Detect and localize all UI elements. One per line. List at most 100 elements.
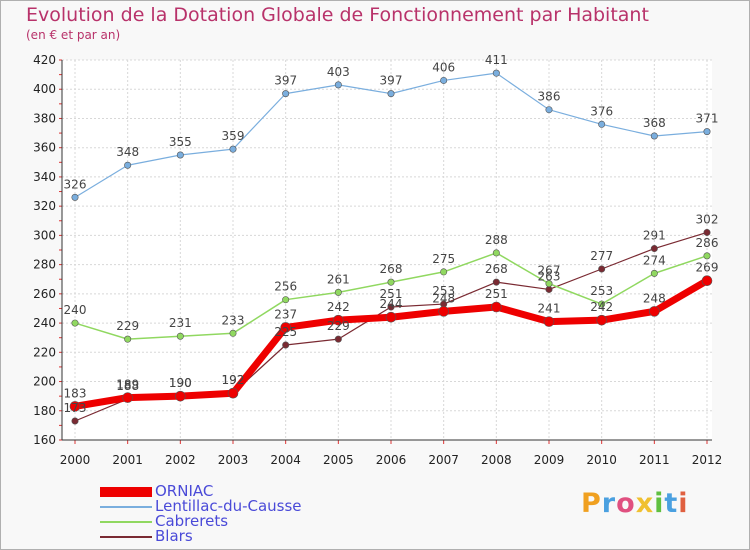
x-tick-label: 2006	[376, 453, 407, 467]
point-lentillac-du-causse	[440, 76, 448, 84]
y-tick-label: 260	[33, 287, 56, 301]
data-label-cabrerets: 274	[643, 253, 666, 267]
data-label-blars: 302	[696, 212, 719, 226]
data-label-cabrerets: 240	[64, 303, 87, 317]
point-blars	[387, 303, 395, 311]
y-tick-label: 200	[33, 375, 56, 389]
point-lentillac-du-causse	[71, 193, 79, 201]
x-tick-label: 2008	[481, 453, 512, 467]
point-lentillac-du-causse	[229, 145, 237, 153]
logo-letter: t	[664, 488, 679, 519]
logo-letter: P	[581, 488, 602, 519]
y-tick-label: 380	[33, 111, 56, 125]
y-tick-label: 400	[33, 82, 56, 96]
logo-letter: o	[616, 488, 636, 519]
point-orniac	[227, 387, 239, 399]
y-tick-label: 240	[33, 316, 56, 330]
data-label-blars: 263	[538, 269, 561, 283]
point-cabrerets	[176, 332, 184, 340]
point-cabrerets	[492, 249, 500, 257]
data-label-lentillac-du-causse: 326	[64, 177, 87, 191]
legend-label-orniac: ORNIAC	[155, 482, 214, 500]
y-tick-label: 320	[33, 199, 56, 213]
y-tick-label: 160	[33, 433, 56, 447]
data-label-orniac: 248	[643, 291, 666, 305]
data-label-blars: 173	[64, 401, 87, 415]
point-orniac	[701, 275, 713, 286]
y-tick-label: 420	[33, 53, 56, 67]
point-lentillac-du-causse	[282, 90, 290, 98]
data-label-cabrerets: 256	[274, 280, 297, 294]
point-orniac	[649, 306, 660, 317]
point-cabrerets	[598, 300, 606, 308]
point-cabrerets	[229, 329, 237, 337]
legend-label-lentillac: Lentillac-du-Causse	[155, 497, 302, 515]
legend-label-blars: Blars	[155, 527, 193, 545]
data-label-orniac: 251	[485, 287, 508, 301]
logo-letter: i	[678, 488, 689, 519]
point-cabrerets	[440, 268, 448, 276]
data-label-lentillac-du-causse: 411	[485, 53, 508, 67]
data-label-orniac: 242	[327, 300, 350, 314]
data-label-lentillac-du-causse: 376	[590, 104, 613, 118]
data-label-cabrerets: 275	[432, 252, 455, 266]
data-label-lentillac-du-causse: 406	[432, 60, 455, 74]
legend-swatch-cabrerets	[100, 521, 152, 523]
y-tick-label: 180	[33, 404, 56, 418]
point-blars	[598, 265, 606, 273]
data-label-cabrerets: 286	[696, 236, 719, 250]
x-tick-label: 2011	[639, 453, 670, 467]
data-label-lentillac-du-causse: 371	[696, 112, 719, 126]
data-label-lentillac-du-causse: 386	[538, 90, 561, 104]
point-lentillac-du-causse	[545, 106, 553, 114]
point-blars	[492, 278, 500, 286]
data-label-orniac: 192	[222, 373, 245, 387]
point-orniac	[596, 314, 607, 326]
data-label-cabrerets: 288	[485, 233, 508, 247]
legend-label-cabrerets: Cabrerets	[155, 512, 229, 530]
data-label-cabrerets: 231	[169, 316, 192, 330]
point-blars	[703, 228, 711, 236]
point-orniac	[175, 390, 186, 402]
data-label-blars: 225	[274, 325, 297, 339]
data-label-lentillac-du-causse: 397	[274, 74, 297, 88]
point-orniac	[385, 311, 397, 323]
y-tick-label: 280	[33, 258, 56, 272]
data-label-lentillac-du-causse: 403	[327, 65, 350, 79]
plot-area	[62, 60, 712, 440]
chart-subtitle: (en € et par an)	[26, 28, 121, 42]
point-orniac	[122, 392, 133, 403]
point-cabrerets	[703, 252, 711, 260]
point-blars	[334, 335, 342, 343]
point-lentillac-du-causse	[387, 90, 395, 98]
point-orniac	[333, 314, 344, 326]
point-cabrerets	[282, 296, 290, 304]
point-orniac	[280, 322, 291, 333]
data-label-blars: 253	[432, 284, 455, 298]
data-label-orniac: 183	[64, 386, 87, 400]
x-tick-label: 2004	[270, 453, 301, 467]
x-tick-label: 2000	[60, 453, 91, 467]
data-label-blars: 268	[485, 262, 508, 276]
data-label-lentillac-du-causse: 397	[380, 74, 403, 88]
data-label-lentillac-du-causse: 348	[116, 145, 139, 159]
data-label-lentillac-du-causse: 355	[169, 135, 192, 149]
data-label-cabrerets: 267	[538, 264, 561, 278]
data-label-lentillac-du-causse: 359	[222, 129, 245, 143]
y-tick-label: 220	[33, 345, 56, 359]
point-cabrerets	[387, 278, 395, 286]
data-label-orniac: 241	[538, 302, 561, 316]
data-label-orniac: 242	[590, 300, 613, 314]
data-label-blars: 277	[590, 249, 613, 263]
point-lentillac-du-causse	[650, 132, 658, 140]
x-tick-label: 2010	[586, 453, 617, 467]
y-tick-label: 300	[33, 228, 56, 242]
data-label-orniac: 248	[432, 291, 455, 305]
point-cabrerets	[334, 288, 342, 296]
point-blars	[282, 341, 290, 349]
point-lentillac-du-causse	[334, 81, 342, 89]
y-tick-label: 360	[33, 141, 56, 155]
legend-swatch-blars	[100, 536, 152, 538]
data-label-orniac: 190	[169, 376, 192, 390]
